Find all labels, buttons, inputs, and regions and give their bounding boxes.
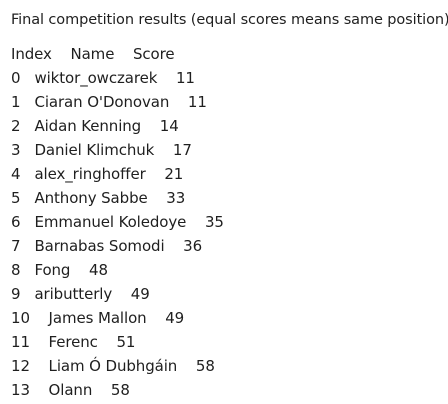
result-line: 13 Olann 58 <box>11 381 130 399</box>
results-document: Final competition results (equal scores … <box>11 9 448 402</box>
result-line: 3 Daniel Klimchuk 17 <box>11 141 192 159</box>
result-line: 12 Liam Ó Dubhgáin 58 <box>11 357 215 375</box>
result-line: 8 Fong 48 <box>11 261 108 279</box>
result-line: 0 wiktor_owczarek 11 <box>11 69 195 87</box>
result-line: 9 aributterly 49 <box>11 285 150 303</box>
result-line: 11 Ferenc 51 <box>11 333 136 351</box>
result-line: 1 Ciaran O'Donovan 11 <box>11 93 207 111</box>
result-line: 7 Barnabas Somodi 36 <box>11 237 203 255</box>
table-header-line: Index Name Score <box>11 45 175 63</box>
result-line: 6 Emmanuel Koledoye 35 <box>11 213 224 231</box>
result-line: 10 James Mallon 49 <box>11 309 185 327</box>
document-title: Final competition results (equal scores … <box>11 12 448 28</box>
result-line: 2 Aidan Kenning 14 <box>11 117 179 135</box>
result-line: 4 alex_ringhoffer 21 <box>11 165 184 183</box>
result-line: 5 Anthony Sabbe 33 <box>11 189 186 207</box>
